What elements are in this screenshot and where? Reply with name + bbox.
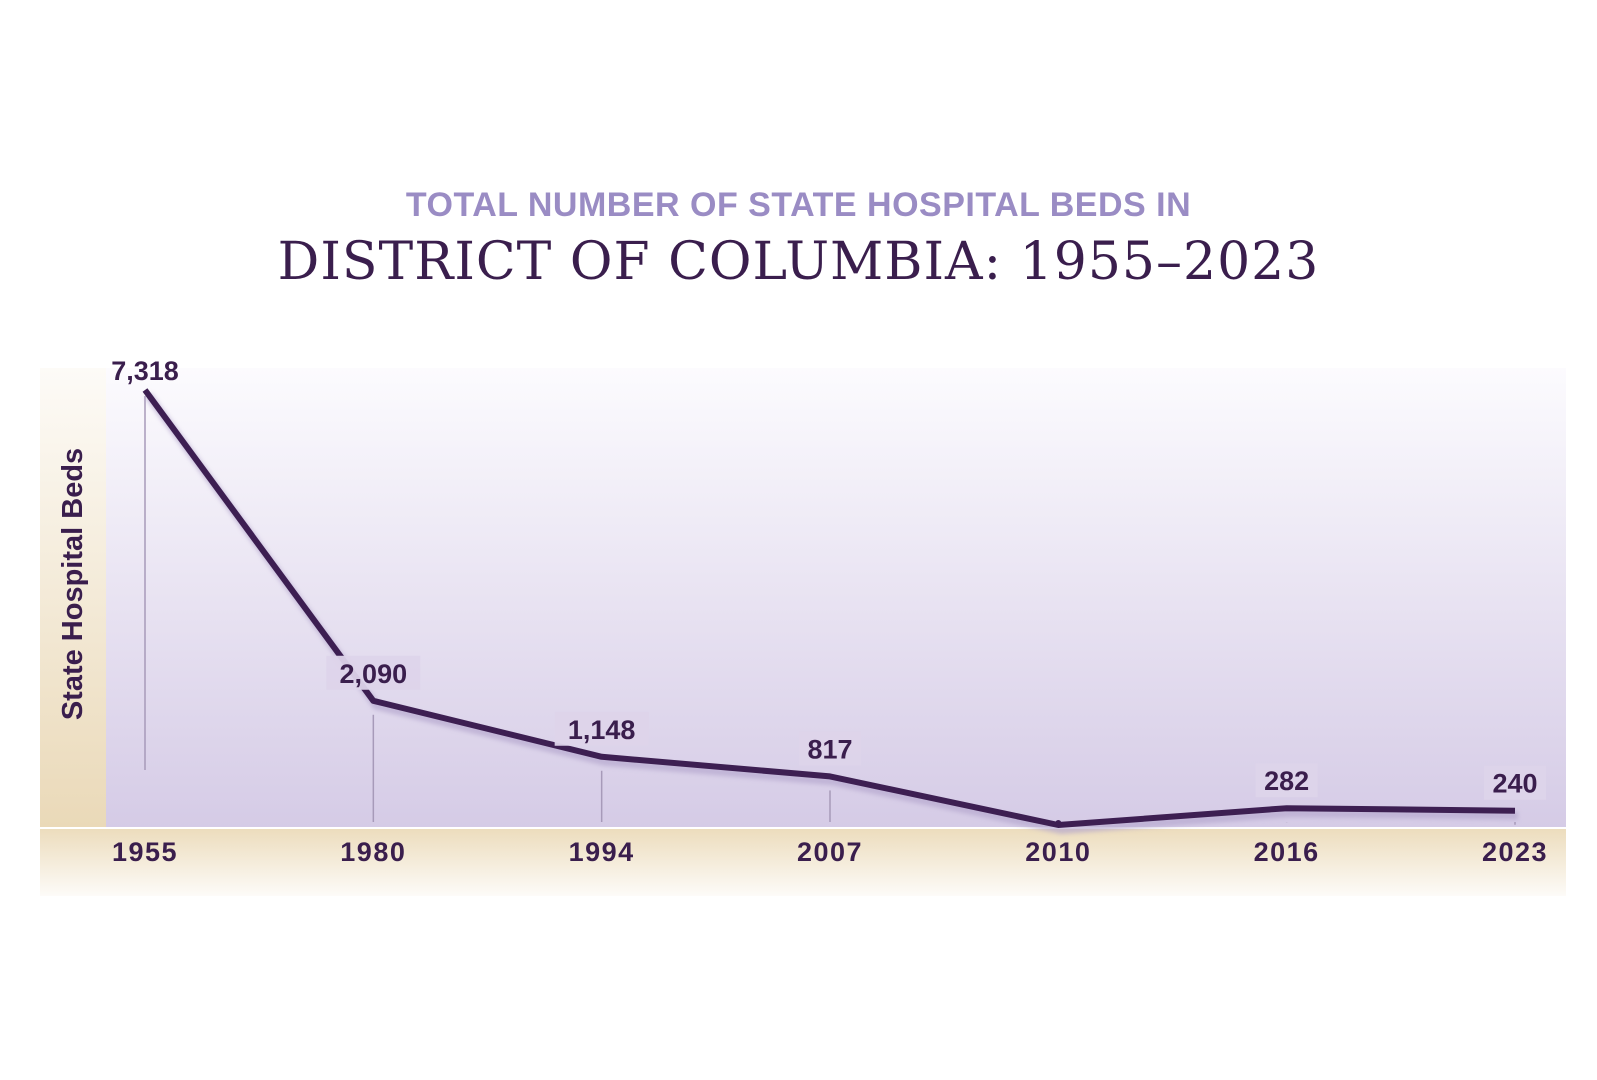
point-label-2023: 240 bbox=[1492, 769, 1537, 799]
x-tick-1955: 1955 bbox=[112, 837, 178, 867]
data-point-2010 bbox=[1055, 820, 1062, 826]
point-labels: 7,318 2,090 1,148 817 282 240 bbox=[111, 356, 1546, 826]
x-tick-labels: 1955 1980 1994 2007 2010 2016 2023 bbox=[112, 837, 1548, 867]
chart-title: DISTRICT OF COLUMBIA: 1955–2023 bbox=[277, 232, 1320, 292]
point-label-bg-1980 bbox=[326, 655, 421, 690]
chart-subtitle: TOTAL NUMBER OF STATE HOSPITAL BEDS IN bbox=[405, 186, 1192, 224]
point-label-1994: 1,148 bbox=[568, 715, 636, 745]
point-label-1980: 2,090 bbox=[340, 659, 408, 689]
point-label-1955: 7,318 bbox=[111, 356, 179, 386]
x-tick-2016: 2016 bbox=[1254, 837, 1320, 867]
x-tick-1994: 1994 bbox=[569, 837, 635, 867]
x-tick-1980: 1980 bbox=[340, 837, 406, 867]
point-label-bg-1994 bbox=[554, 711, 649, 746]
point-label-bg-2016 bbox=[1255, 763, 1318, 798]
point-label-2007: 817 bbox=[807, 734, 852, 764]
y-axis-title: State Hospital Beds bbox=[57, 448, 89, 720]
x-tick-2007: 2007 bbox=[797, 837, 863, 867]
x-tick-2023: 2023 bbox=[1482, 837, 1548, 867]
x-axis-band bbox=[40, 828, 1566, 896]
drop-lines bbox=[144, 396, 1516, 825]
x-tick-2010: 2010 bbox=[1025, 837, 1091, 867]
point-label-bg-2007 bbox=[799, 731, 861, 766]
point-label-bg-2023 bbox=[1484, 765, 1546, 800]
series-line bbox=[142, 388, 1516, 828]
point-label-2016: 282 bbox=[1264, 766, 1309, 796]
y-axis-band bbox=[40, 368, 106, 828]
